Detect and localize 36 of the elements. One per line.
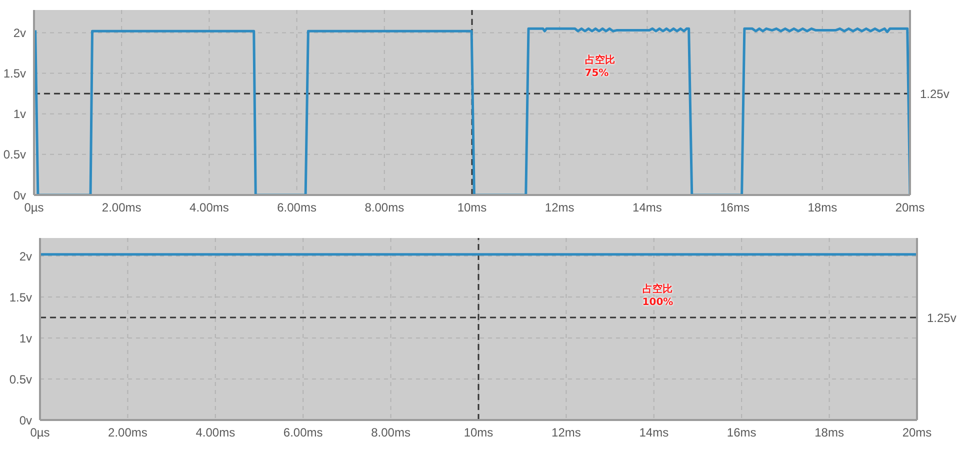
y-tick-label: 2v	[13, 26, 26, 40]
x-tick-label: 8.00ms	[364, 200, 404, 215]
x-tick-label: 8.00ms	[371, 426, 410, 440]
y-tick-label: 0.5v	[3, 148, 26, 162]
y-tick-label: 1v	[13, 107, 26, 122]
annotation: 占空比 75%	[584, 54, 615, 80]
x-tick-label: 2.00ms	[102, 200, 142, 215]
x-tick-label: 4.00ms	[190, 200, 229, 215]
y-tick-label: 2v	[19, 249, 32, 264]
x-tick-label: 4.00ms	[196, 426, 236, 440]
x-tick-label: 6.00ms	[277, 200, 316, 215]
ref-line-label: 1.25v	[920, 86, 950, 101]
x-tick-label: 14ms	[632, 200, 662, 215]
x-tick-label: 16ms	[720, 200, 750, 215]
x-tick-label: 16ms	[726, 426, 756, 440]
y-tick-label: 1.5v	[3, 66, 26, 81]
y-tick-label: 1v	[19, 331, 32, 346]
x-tick-label: 2.00ms	[108, 426, 148, 440]
x-tick-label: 20ms	[895, 200, 925, 215]
x-tick-label: 18ms	[808, 200, 838, 215]
x-tick-label: 12ms	[552, 426, 581, 440]
x-tick-label: 20ms	[902, 426, 932, 440]
ref-line-label: 1.25v	[927, 310, 956, 325]
annotation: 占空比 100%	[642, 282, 674, 309]
x-tick-label: 0µs	[30, 426, 50, 440]
y-tick-label: 1.5v	[9, 290, 32, 304]
x-tick-label: 18ms	[814, 426, 844, 440]
x-tick-label: 6.00ms	[283, 426, 323, 440]
x-tick-label: 10ms	[457, 200, 487, 215]
y-tick-label: 0.5v	[9, 372, 32, 386]
y-tick-label: 0v	[13, 188, 26, 202]
x-tick-label: 10ms	[464, 426, 494, 440]
y-tick-label: 0v	[19, 413, 32, 428]
x-tick-label: 0µs	[24, 200, 44, 215]
x-tick-label: 12ms	[544, 200, 574, 215]
x-tick-label: 14ms	[639, 426, 669, 440]
